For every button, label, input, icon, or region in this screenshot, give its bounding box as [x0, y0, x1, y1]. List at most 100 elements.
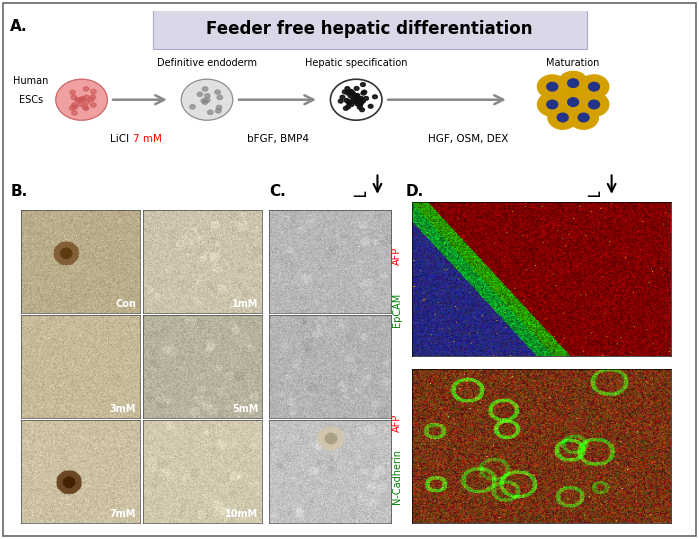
Circle shape	[208, 110, 213, 114]
Circle shape	[569, 106, 598, 129]
Circle shape	[354, 98, 359, 102]
Circle shape	[340, 95, 345, 99]
Text: LiCl: LiCl	[110, 134, 136, 143]
Circle shape	[201, 99, 207, 103]
Circle shape	[354, 98, 359, 101]
Text: EpCAM: EpCAM	[392, 293, 402, 327]
Circle shape	[357, 105, 362, 109]
Text: AFP: AFP	[392, 414, 402, 432]
Circle shape	[362, 90, 367, 94]
Circle shape	[72, 111, 77, 115]
Circle shape	[361, 91, 366, 95]
Circle shape	[71, 95, 77, 100]
Circle shape	[70, 91, 75, 95]
Circle shape	[349, 89, 353, 93]
Circle shape	[579, 75, 609, 99]
Circle shape	[83, 106, 89, 110]
Text: D.: D.	[405, 184, 424, 199]
Text: 7 mM: 7 mM	[133, 134, 161, 143]
Circle shape	[69, 106, 75, 110]
Text: Human: Human	[13, 76, 48, 86]
Circle shape	[215, 109, 221, 113]
Circle shape	[76, 98, 82, 102]
Circle shape	[348, 94, 353, 98]
Text: 1mM: 1mM	[232, 299, 259, 308]
Circle shape	[589, 82, 600, 91]
Circle shape	[79, 98, 85, 102]
Circle shape	[90, 95, 96, 99]
Circle shape	[354, 94, 359, 98]
Circle shape	[547, 100, 558, 109]
Circle shape	[368, 105, 373, 108]
FancyBboxPatch shape	[153, 8, 586, 49]
Text: ⌐: ⌐	[582, 183, 598, 203]
Circle shape	[91, 89, 96, 94]
Circle shape	[351, 98, 356, 101]
Circle shape	[358, 103, 362, 107]
Circle shape	[361, 99, 366, 103]
Text: Feeder free hepatic differentiation: Feeder free hepatic differentiation	[206, 19, 533, 38]
Circle shape	[355, 94, 360, 98]
Text: ESCs: ESCs	[19, 95, 43, 105]
Text: 10mM: 10mM	[226, 509, 259, 519]
Circle shape	[557, 113, 568, 122]
Circle shape	[548, 106, 577, 129]
Circle shape	[56, 79, 108, 120]
Circle shape	[350, 91, 355, 95]
Circle shape	[559, 90, 588, 114]
Circle shape	[75, 98, 80, 102]
Circle shape	[84, 100, 89, 105]
Text: Hepatic specification: Hepatic specification	[305, 58, 408, 68]
Circle shape	[354, 97, 359, 101]
Circle shape	[82, 105, 87, 109]
Circle shape	[84, 95, 89, 99]
Circle shape	[568, 98, 579, 106]
Text: Con: Con	[115, 299, 136, 308]
Text: Maturation: Maturation	[547, 58, 600, 68]
Circle shape	[338, 99, 343, 103]
Circle shape	[355, 102, 360, 106]
Circle shape	[538, 75, 567, 99]
Text: Definitive endoderm: Definitive endoderm	[157, 58, 257, 68]
Circle shape	[538, 93, 567, 116]
Circle shape	[359, 96, 363, 100]
Circle shape	[78, 102, 83, 106]
Circle shape	[360, 108, 364, 112]
Circle shape	[568, 79, 579, 87]
Text: 5mM: 5mM	[232, 404, 259, 413]
Circle shape	[354, 87, 359, 91]
Text: B.: B.	[10, 184, 28, 199]
Circle shape	[72, 105, 78, 109]
Circle shape	[359, 98, 363, 102]
Circle shape	[344, 99, 349, 102]
Circle shape	[349, 102, 354, 106]
Text: N-Cadherin: N-Cadherin	[392, 449, 402, 505]
Circle shape	[358, 103, 363, 107]
Circle shape	[215, 90, 220, 94]
Circle shape	[91, 103, 96, 107]
Circle shape	[197, 92, 203, 96]
Circle shape	[373, 95, 377, 99]
Circle shape	[181, 79, 233, 120]
Circle shape	[205, 94, 210, 98]
Circle shape	[204, 98, 210, 102]
Circle shape	[347, 101, 352, 105]
Circle shape	[216, 105, 222, 109]
Text: 7mM: 7mM	[110, 509, 136, 519]
Text: ⌐: ⌐	[348, 183, 364, 203]
Text: AFP: AFP	[392, 247, 402, 265]
Circle shape	[345, 105, 350, 109]
Circle shape	[589, 100, 600, 109]
Text: HGF, OSM, DEX: HGF, OSM, DEX	[428, 134, 508, 143]
Circle shape	[345, 91, 350, 95]
Circle shape	[363, 96, 368, 100]
Circle shape	[359, 100, 363, 104]
Circle shape	[217, 95, 222, 100]
Circle shape	[547, 82, 558, 91]
Circle shape	[579, 93, 609, 116]
Circle shape	[578, 113, 589, 122]
Circle shape	[347, 89, 352, 93]
Circle shape	[203, 87, 208, 91]
Circle shape	[331, 79, 382, 120]
Text: 3mM: 3mM	[110, 404, 136, 413]
